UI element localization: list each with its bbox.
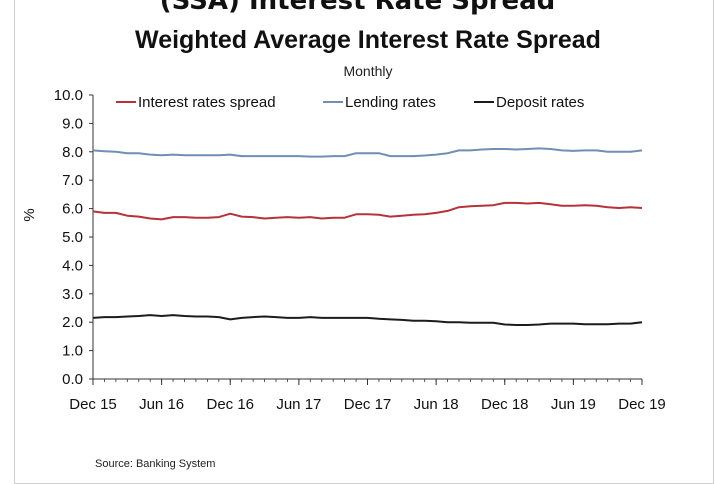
x-tick-label: Dec 18 bbox=[481, 396, 529, 413]
y-tick-label: 1.0 bbox=[62, 343, 83, 360]
y-tick-label: 3.0 bbox=[62, 286, 83, 303]
x-tick-label: Dec 15 bbox=[69, 396, 117, 413]
chart-subtitle: Monthly bbox=[343, 63, 392, 79]
chart-title: Weighted Average Interest Rate Spread bbox=[135, 26, 601, 54]
legend-label: Deposit rates bbox=[496, 94, 584, 111]
series-line-spread bbox=[92, 201, 643, 221]
y-axis-label: % bbox=[21, 208, 38, 221]
x-tick-label: Jun 18 bbox=[414, 396, 459, 413]
y-tick-label: 6.0 bbox=[62, 201, 83, 218]
series-line-deposit bbox=[92, 314, 643, 326]
y-tick-label: 9.0 bbox=[62, 115, 83, 132]
y-tick-label: 8.0 bbox=[62, 144, 83, 161]
y-tick-label: 4.0 bbox=[62, 257, 83, 274]
y-tick-label: 7.0 bbox=[62, 172, 83, 189]
legend-label: Lending rates bbox=[345, 94, 436, 111]
header-fragment: (SSA) Interest Rate Spread bbox=[159, 0, 556, 16]
x-tick-label: Dec 19 bbox=[618, 396, 666, 413]
x-tick-label: Jun 16 bbox=[139, 396, 184, 413]
series-line-lending bbox=[92, 147, 643, 158]
y-tick-label: 2.0 bbox=[62, 314, 83, 331]
source-note: Source: Banking System bbox=[95, 458, 215, 470]
x-tick-label: Jun 19 bbox=[551, 396, 596, 413]
y-tick-label: 0.0 bbox=[62, 371, 83, 388]
x-tick-label: Dec 16 bbox=[206, 396, 254, 413]
x-tick-label: Dec 17 bbox=[344, 396, 392, 413]
legend-label: Interest rates spread bbox=[138, 94, 276, 111]
x-tick-label: Jun 17 bbox=[276, 396, 321, 413]
y-tick-label: 5.0 bbox=[62, 229, 83, 246]
y-tick-label: 10.0 bbox=[54, 87, 83, 104]
